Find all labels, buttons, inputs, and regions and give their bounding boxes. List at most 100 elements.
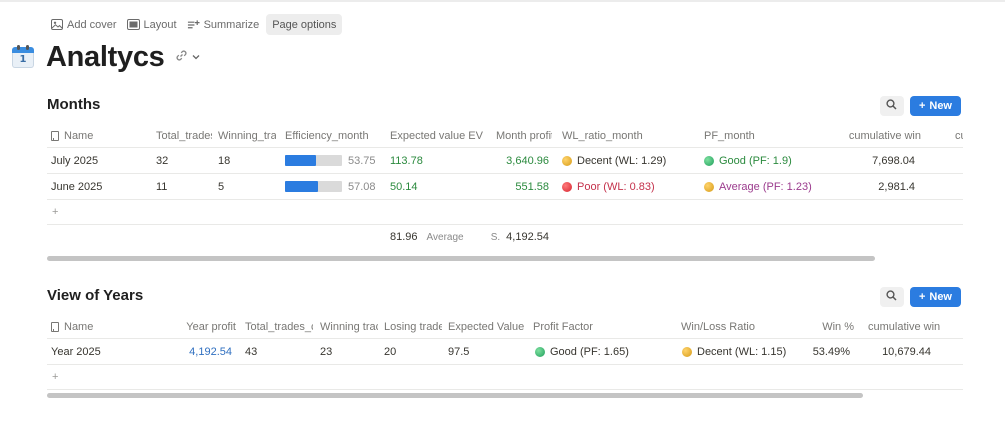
row-wl-ratio: Poor (WL: 0.83) — [562, 174, 697, 199]
page-title[interactable]: Analtycs — [46, 40, 165, 73]
summarize-button[interactable]: Summarize — [184, 14, 263, 35]
column-header-losing-trades[interactable]: Losing trade — [384, 320, 442, 333]
years-header-row: Name Year profit Total_trades_c Winning … — [47, 315, 963, 339]
plus-icon: + — [918, 291, 926, 303]
layout-icon — [126, 19, 140, 30]
efficiency-value: 57.08 — [348, 180, 376, 193]
months-horizontal-scrollbar[interactable] — [47, 256, 875, 261]
page-options-label: Page options — [272, 18, 337, 31]
search-icon — [886, 99, 897, 113]
months-search-button[interactable] — [879, 96, 904, 116]
page-actions-bar: Add cover Layout Summarize Page options — [47, 14, 343, 35]
column-header-name[interactable]: Name — [51, 124, 151, 147]
efficiency-bar-fill — [285, 155, 316, 166]
row-pf: Good (PF: 1.9) — [704, 148, 839, 173]
calendar-day-number: 1 — [12, 53, 34, 68]
column-header-pf[interactable]: PF_month — [704, 129, 755, 142]
calc-profit-value: 4,192.54 — [506, 231, 549, 243]
yellow-circle-icon — [682, 346, 692, 357]
years-horizontal-scrollbar[interactable] — [47, 393, 863, 398]
layout-button[interactable]: Layout — [124, 14, 180, 35]
months-calculation-row: 81.96 Average S. 4,192.54 — [47, 225, 963, 249]
row-cumulative-win: 7,698.04 — [872, 154, 915, 167]
column-header-cumulative-clipped[interactable]: cu — [955, 129, 963, 142]
column-header-month-profit[interactable]: Month profit — [496, 129, 552, 142]
column-header-wl-ratio[interactable]: Win/Loss Ratio — [681, 320, 755, 333]
column-header-total-trades[interactable]: Total_trades_c — [245, 320, 313, 333]
column-header-expected-value[interactable]: Expected Value — [448, 320, 525, 333]
years-title[interactable]: View of Years — [47, 287, 144, 304]
row-ev: 50.14 — [390, 180, 418, 193]
summarize-icon — [187, 19, 200, 30]
column-header-name[interactable]: Name — [51, 315, 151, 338]
row-winning-trades: 5 — [218, 180, 225, 193]
months-title[interactable]: Months — [47, 96, 101, 113]
column-header-wl-ratio[interactable]: WL_ratio_month — [562, 129, 643, 142]
row-month-profit: 3,640.96 — [506, 154, 549, 167]
page-options-button[interactable]: Page options — [266, 14, 343, 35]
column-header-ev[interactable]: Expected value EV — [390, 129, 483, 142]
years-search-button[interactable] — [879, 287, 904, 307]
row-name[interactable]: Year 2025 — [51, 345, 101, 358]
row-year-profit: 4,192.54 — [189, 345, 232, 358]
row-name[interactable]: July 2025 — [51, 154, 99, 167]
table-row[interactable]: July 2025 32 18 53.75 113.78 3,640.96 De… — [47, 148, 963, 174]
row-losing-trades: 20 — [384, 345, 397, 358]
column-header-cumulative-win[interactable]: cumulative win — [868, 320, 941, 333]
table-row[interactable]: Year 2025 4,192.54 43 23 20 97.5 Good (P… — [47, 339, 963, 365]
column-header-winning-trades[interactable]: Winning trac — [320, 320, 378, 333]
row-profit-factor: Good (PF: 1.65) — [535, 339, 670, 364]
years-add-row-button[interactable]: + — [47, 365, 963, 390]
column-header-win-pct[interactable]: Win % — [822, 320, 854, 333]
yellow-circle-icon — [562, 155, 572, 166]
column-header-cumulative-win[interactable]: cumulative win — [848, 129, 921, 142]
row-wl-ratio: Decent (WL: 1.15) — [682, 339, 802, 364]
months-add-row-button[interactable]: + — [47, 200, 963, 225]
add-cover-button[interactable]: Add cover — [47, 14, 120, 35]
row-total-trades: 43 — [245, 345, 258, 358]
green-circle-icon — [535, 346, 545, 357]
top-divider — [0, 0, 1005, 2]
page-icon — [51, 321, 59, 332]
row-winning-trades: 18 — [218, 154, 231, 167]
efficiency-bar-fill — [285, 181, 318, 192]
column-header-total-trades[interactable]: Total_trades — [156, 129, 212, 142]
years-new-button[interactable]: + New — [909, 287, 961, 307]
row-cumulative-win: 10,679.44 — [882, 345, 931, 358]
column-header-efficiency[interactable]: Efficiency_month — [285, 129, 369, 142]
row-pf: Average (PF: 1.23) — [704, 174, 839, 199]
row-month-profit: 551.58 — [515, 180, 549, 193]
calc-profit-label: S. — [490, 231, 501, 243]
efficiency-value: 53.75 — [348, 154, 376, 167]
row-wl-ratio: Decent (WL: 1.29) — [562, 148, 697, 173]
row-name[interactable]: June 2025 — [51, 180, 103, 193]
row-cumulative-win: 2,981.4 — [878, 180, 915, 193]
row-total-trades: 11 — [156, 180, 168, 193]
calendar-icon[interactable]: 1 — [11, 45, 35, 69]
column-header-winning-trades[interactable]: Winning_trac — [218, 129, 276, 142]
layout-label: Layout — [143, 18, 177, 31]
image-icon — [50, 19, 63, 30]
chevron-down-icon[interactable] — [192, 52, 200, 63]
months-new-button[interactable]: + New — [909, 96, 961, 116]
plus-icon: + — [52, 206, 59, 218]
calc-ev-label: Average — [426, 231, 464, 243]
column-header-year-profit[interactable]: Year profit — [186, 320, 236, 333]
calc-ev[interactable]: 81.96 Average — [390, 225, 490, 249]
row-efficiency: 53.75 — [285, 148, 385, 173]
plus-icon: + — [918, 100, 926, 112]
row-total-trades: 32 — [156, 154, 169, 167]
add-cover-label: Add cover — [67, 18, 117, 31]
table-row[interactable]: June 2025 11 5 57.08 50.14 551.58 Poor (… — [47, 174, 963, 200]
column-header-profit-factor[interactable]: Profit Factor — [533, 320, 593, 333]
link-icon[interactable] — [175, 49, 188, 65]
row-efficiency: 57.08 — [285, 174, 385, 199]
page-icon — [51, 130, 59, 141]
search-icon — [886, 290, 897, 304]
row-ev: 113.78 — [390, 154, 423, 167]
page-title-row: 1 Analtycs — [11, 40, 200, 74]
plus-icon: + — [52, 371, 59, 383]
months-header-row: Name Total_trades Winning_trac Efficienc… — [47, 124, 963, 148]
calc-profit[interactable]: S. 4,192.54 — [487, 225, 549, 249]
row-win-pct: 53.49% — [812, 345, 850, 358]
